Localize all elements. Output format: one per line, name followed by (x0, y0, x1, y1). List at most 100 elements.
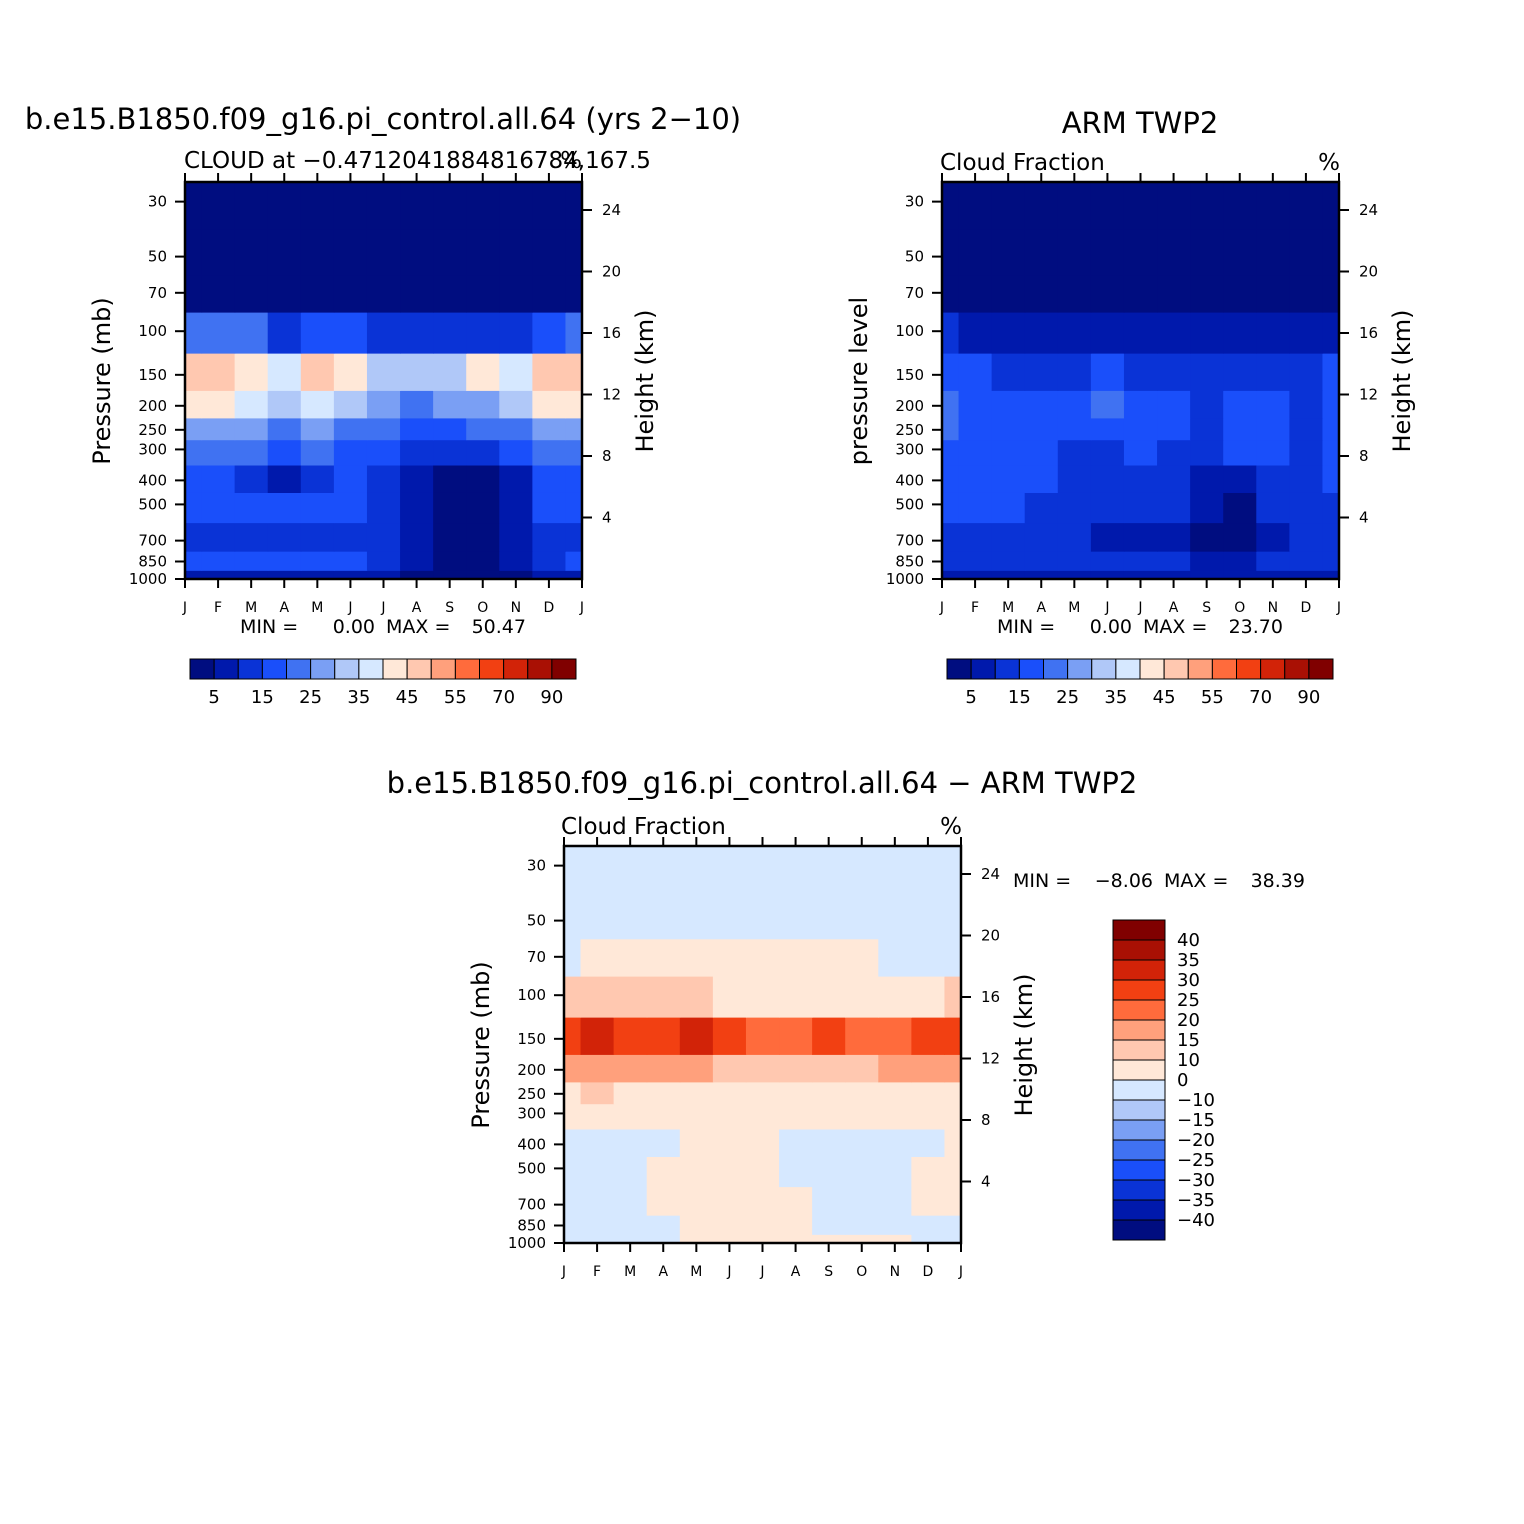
x-tick-label: J (347, 600, 352, 616)
heatmap-cell (679, 1234, 714, 1244)
heatmap-cell (1123, 439, 1158, 466)
heatmap-cell (1024, 312, 1059, 354)
heatmap-cell (201, 229, 236, 276)
heatmap-cell (646, 1234, 681, 1244)
colorbar-swatch (1018, 658, 1044, 680)
heatmap-cell (580, 1054, 615, 1083)
heatmap-cell (679, 1103, 714, 1130)
heatmap-cell (745, 1156, 780, 1188)
heatmap-cell (333, 353, 368, 391)
heatmap-cell (433, 570, 467, 580)
panel-obs-ylabel: pressure level (845, 297, 873, 465)
heatmap-cell (234, 274, 269, 313)
colorbar-swatch (1187, 658, 1213, 680)
panel-model-subtitle: CLOUD at −0.4712041884816784,167.5 (184, 148, 651, 174)
colorbar-swatch (1112, 1019, 1166, 1041)
heatmap-cell (845, 1103, 879, 1130)
heatmap-cell (1090, 417, 1125, 441)
heatmap-cell (878, 938, 912, 977)
colorbar-label: −15 (1177, 1110, 1215, 1131)
heatmap-cell (366, 274, 401, 313)
heatmap-cell (1157, 439, 1191, 466)
heatmap-cell (1157, 390, 1191, 419)
heatmap-cell (1123, 492, 1158, 524)
colorbar-swatch (1112, 1219, 1166, 1241)
heatmap-cell (679, 1186, 714, 1216)
heatmap-cell (366, 522, 401, 552)
panel-diff-units: % (940, 814, 962, 840)
heatmap-cell (1024, 439, 1059, 466)
heatmap-cell (1090, 439, 1125, 466)
heatmap-cell (1190, 492, 1224, 524)
heatmap-cell (185, 182, 203, 230)
heatmap-cell (1024, 390, 1059, 419)
heatmap-cell (942, 312, 960, 354)
heatmap-cell (565, 229, 583, 276)
heatmap-cell (532, 464, 567, 493)
heatmap-cell (679, 893, 714, 940)
heatmap-cell (679, 1081, 714, 1105)
heatmap-cell (1123, 229, 1158, 276)
heatmap-cell (499, 312, 533, 354)
heatmap-cell (333, 492, 368, 524)
colorbar-swatch (189, 658, 215, 680)
y-right-tick-label: 8 (981, 1111, 991, 1129)
colorbar-label: 25 (299, 687, 322, 708)
colorbar-swatch (527, 658, 553, 680)
heatmap-cell (565, 570, 583, 580)
panel-obs-units: % (1318, 150, 1340, 176)
heatmap-cell (1256, 551, 1290, 571)
heatmap-cell (942, 390, 960, 419)
heatmap-cell (234, 522, 269, 552)
y-right-tick-label: 24 (602, 201, 621, 219)
heatmap-cell (499, 570, 533, 580)
y-right-tick-label: 24 (1359, 201, 1378, 219)
heatmap-cell (712, 1081, 747, 1105)
heatmap-cell (466, 439, 500, 466)
heatmap-cell (1322, 353, 1340, 391)
heatmap-cell (812, 893, 846, 940)
heatmap-cell (944, 1017, 962, 1055)
heatmap-cell (1157, 417, 1191, 441)
heatmap-cell (1223, 229, 1257, 276)
colorbar-swatch (1139, 658, 1165, 680)
heatmap-cell (1322, 492, 1340, 524)
heatmap-cell (1322, 464, 1340, 493)
y-tick-label: 850 (517, 1217, 546, 1235)
colorbar-label: 90 (1297, 687, 1320, 708)
heatmap-cell (564, 1054, 582, 1083)
colorbar-label: 40 (1177, 930, 1200, 951)
panel-diff-max-label: MAX = (1164, 870, 1228, 892)
heatmap-cell (565, 182, 583, 230)
x-tick-label: J (561, 1264, 566, 1280)
y-right-tick-label: 4 (602, 509, 612, 527)
heatmap-cell (300, 312, 335, 354)
heatmap-cell (779, 976, 813, 1018)
heatmap-cell (234, 492, 269, 524)
heatmap-cell (991, 439, 1026, 466)
heatmap-cell (911, 1234, 946, 1244)
y-right-tick-label: 20 (602, 263, 621, 281)
colorbar-swatch (358, 658, 384, 680)
y-right-tick-label: 4 (1359, 509, 1369, 527)
colorbar-swatch (1112, 939, 1166, 961)
heatmap-cell (845, 1054, 879, 1083)
heatmap-cell (1190, 417, 1224, 441)
heatmap-cell (433, 182, 467, 230)
y-tick-label: 500 (895, 495, 924, 513)
heatmap-cell (267, 312, 302, 354)
colorbar-swatch (286, 658, 312, 680)
heatmap-cell (1256, 417, 1290, 441)
heatmap-cell (712, 1017, 747, 1055)
colorbar-swatch (1260, 658, 1286, 680)
heatmap-cell (400, 312, 434, 354)
heatmap-cell (499, 551, 533, 571)
heatmap-cell (812, 1103, 846, 1130)
heatmap-cell (400, 464, 434, 493)
colorbar-swatch (479, 658, 505, 680)
y-tick-label: 30 (905, 193, 924, 211)
heatmap-cell (779, 1128, 813, 1157)
x-tick-label: N (1268, 600, 1278, 616)
panel-model-max-label: MAX = (386, 616, 450, 638)
heatmap-cell (433, 551, 467, 571)
